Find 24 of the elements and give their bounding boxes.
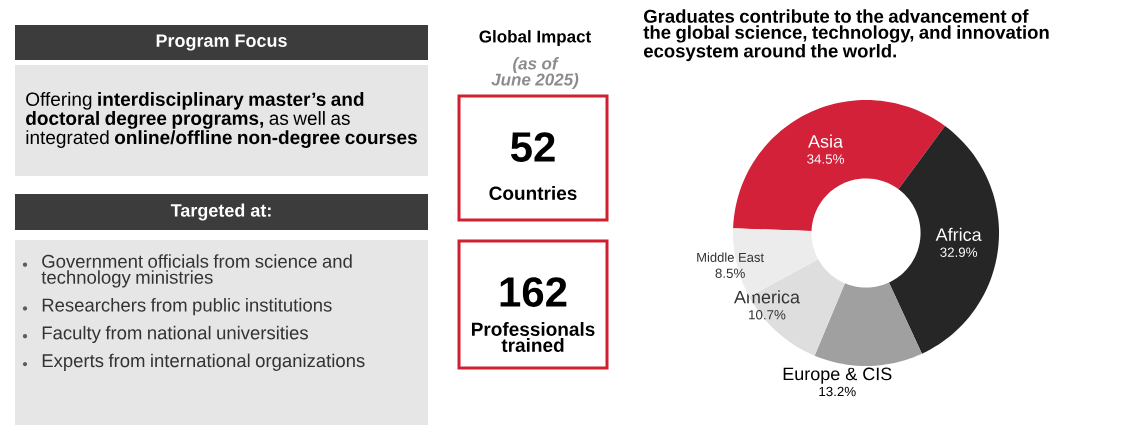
text: Professionals trained: [471, 322, 595, 352]
data-label: 13.2%: [819, 386, 856, 397]
text: 52: [510, 132, 555, 162]
text: Targeted at:: [170, 203, 271, 221]
text: 162: [500, 277, 567, 307]
text: Countries: [489, 186, 577, 200]
text: Faculty from national universities: [42, 325, 308, 344]
data-label: 32.9%: [940, 247, 978, 257]
chart-title: Graduates contribute to the advancement of the global science, technology, and innovation ecosystem around the world.: [643, 9, 1049, 62]
text: Researchers from public institutions: [42, 298, 332, 316]
slice-label: Africa: [935, 227, 982, 242]
data-label: 34.5%: [807, 154, 844, 164]
slice-label: America: [734, 290, 800, 304]
text: Global Impact: [479, 30, 592, 46]
data-label: 8.5%: [715, 268, 745, 278]
slice-label: Europe & CIS: [783, 367, 892, 384]
text: Program Focus: [156, 34, 287, 51]
slice-label: Middle East: [697, 252, 764, 262]
text: Experts from international organizations: [42, 353, 365, 371]
data-label: 10.7%: [749, 310, 786, 320]
text: Government officials from science and technology ministries: [41, 254, 352, 288]
text: Offering interdisciplinary master’s and doctoral degree programs, as well as integrated online/offline non-degree courses: [26, 92, 417, 148]
slice-label: Asia: [808, 134, 844, 148]
text: (as of June 2025): [491, 57, 579, 89]
